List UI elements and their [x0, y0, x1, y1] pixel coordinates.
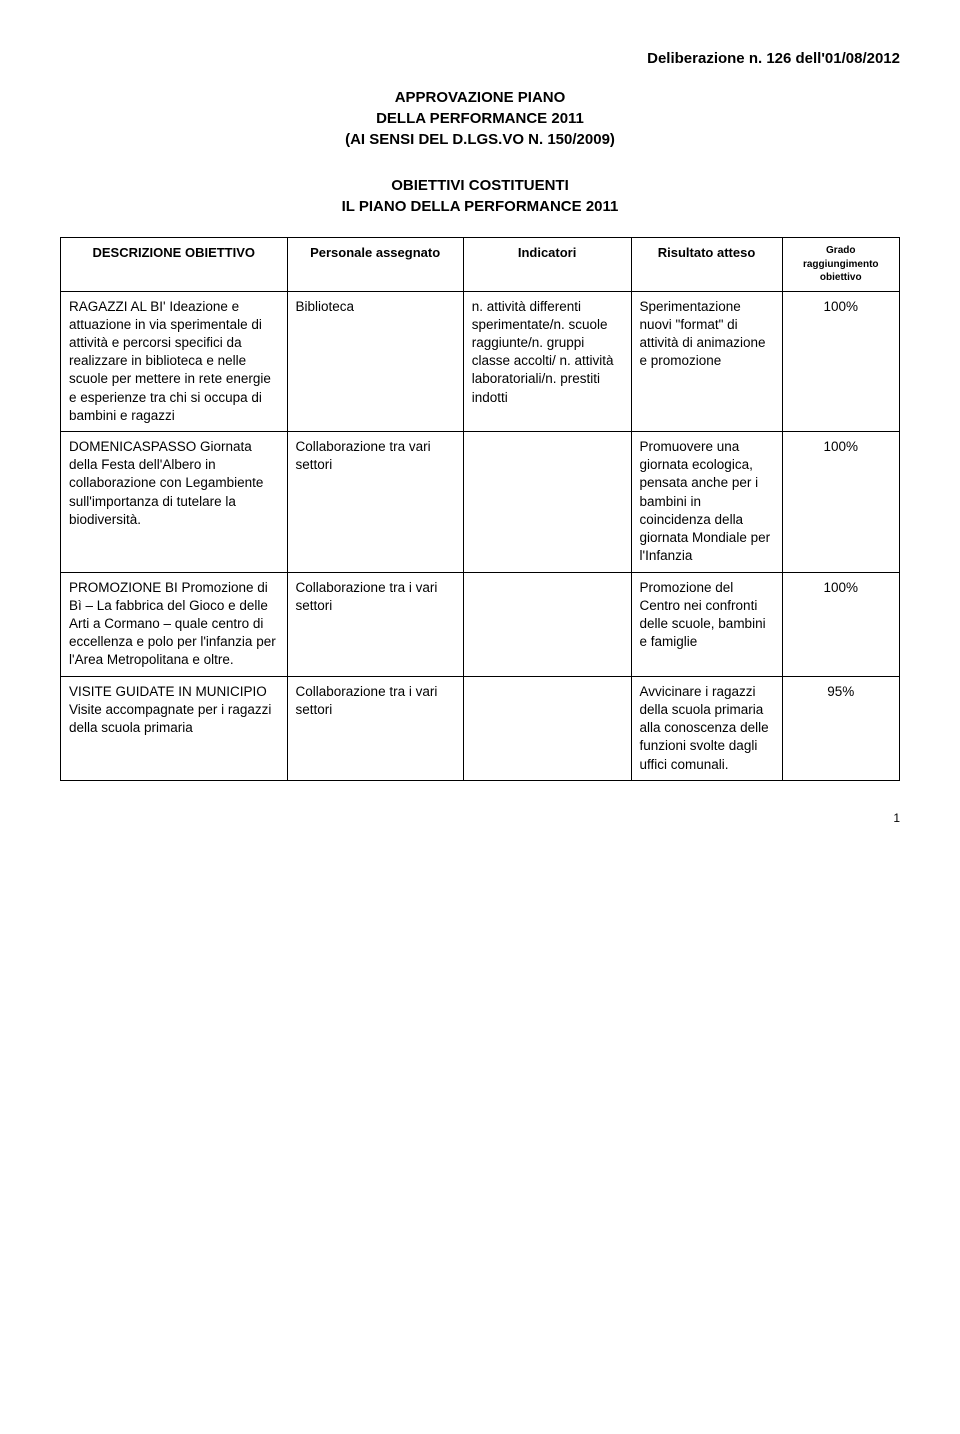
cell-indicatori — [463, 432, 631, 573]
cell-indicatori — [463, 572, 631, 676]
title-line-3: (AI SENSI DEL D.LGS.VO N. 150/2009) — [60, 129, 900, 150]
table-row: VISITE GUIDATE IN MUNICIPIO Visite accom… — [61, 676, 900, 780]
cell-grado: 100% — [782, 291, 899, 432]
col-header-indicatori: Indicatori — [463, 238, 631, 292]
col-header-grado: Grado raggiungimento obiettivo — [782, 238, 899, 292]
main-title: APPROVAZIONE PIANO DELLA PERFORMANCE 201… — [60, 87, 900, 150]
cell-personale: Collaborazione tra i vari settori — [287, 572, 463, 676]
page-number: 1 — [60, 811, 900, 825]
subtitle: OBIETTIVI COSTITUENTI IL PIANO DELLA PER… — [60, 175, 900, 217]
table-row: DOMENICASPASSO Giornata della Festa dell… — [61, 432, 900, 573]
table-row: RAGAZZI AL BI' Ideazione e attuazione in… — [61, 291, 900, 432]
cell-risultato: Avvicinare i ragazzi della scuola primar… — [631, 676, 782, 780]
cell-risultato: Promozione del Centro nei confronti dell… — [631, 572, 782, 676]
cell-risultato: Sperimentazione nuovi "format" di attivi… — [631, 291, 782, 432]
title-line-2: DELLA PERFORMANCE 2011 — [60, 108, 900, 129]
cell-descrizione: RAGAZZI AL BI' Ideazione e attuazione in… — [61, 291, 288, 432]
objectives-table: DESCRIZIONE OBIETTIVO Personale assegnat… — [60, 237, 900, 781]
cell-descrizione: PROMOZIONE BI Promozione di Bì – La fabb… — [61, 572, 288, 676]
table-header-row: DESCRIZIONE OBIETTIVO Personale assegnat… — [61, 238, 900, 292]
cell-descrizione: VISITE GUIDATE IN MUNICIPIO Visite accom… — [61, 676, 288, 780]
subtitle-line-2: IL PIANO DELLA PERFORMANCE 2011 — [60, 196, 900, 217]
title-line-1: APPROVAZIONE PIANO — [60, 87, 900, 108]
cell-personale: Collaborazione tra vari settori — [287, 432, 463, 573]
cell-personale: Collaborazione tra i vari settori — [287, 676, 463, 780]
table-row: PROMOZIONE BI Promozione di Bì – La fabb… — [61, 572, 900, 676]
subtitle-line-1: OBIETTIVI COSTITUENTI — [60, 175, 900, 196]
col-header-risultato: Risultato atteso — [631, 238, 782, 292]
cell-grado: 95% — [782, 676, 899, 780]
col-header-personale: Personale assegnato — [287, 238, 463, 292]
deliberazione-header: Deliberazione n. 126 dell'01/08/2012 — [60, 50, 900, 67]
cell-descrizione: DOMENICASPASSO Giornata della Festa dell… — [61, 432, 288, 573]
cell-risultato: Promuovere una giornata ecologica, pensa… — [631, 432, 782, 573]
col-header-descrizione: DESCRIZIONE OBIETTIVO — [61, 238, 288, 292]
cell-indicatori: n. attività differenti sperimentate/n. s… — [463, 291, 631, 432]
cell-grado: 100% — [782, 572, 899, 676]
cell-indicatori — [463, 676, 631, 780]
cell-personale: Biblioteca — [287, 291, 463, 432]
cell-grado: 100% — [782, 432, 899, 573]
